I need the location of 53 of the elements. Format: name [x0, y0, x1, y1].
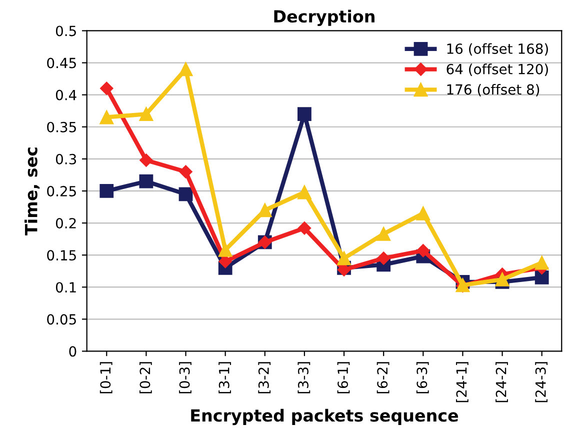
point [376, 226, 391, 241]
chart-title: Decryption [274, 10, 374, 26]
point [416, 206, 430, 220]
point [337, 251, 351, 266]
point [139, 174, 154, 188]
y-tick-label: 0.25 [47, 186, 76, 196]
point [218, 242, 232, 257]
x-tick-label: [3-2] [258, 362, 271, 394]
x-tick-label: [0-1] [100, 362, 112, 394]
y-tick-label: 0 [69, 346, 76, 357]
point [218, 254, 232, 268]
x-axis-title: Encrypted packets sequence [191, 408, 458, 426]
legend-label: 176 (offset 8) [447, 84, 540, 96]
point [377, 252, 390, 265]
point [258, 203, 272, 218]
x-tick-label: [6-1] [337, 362, 350, 394]
point [534, 256, 549, 270]
y-tick-label: 0.5 [56, 26, 76, 36]
point [100, 184, 114, 198]
point [534, 270, 549, 284]
point [100, 82, 114, 95]
point [337, 263, 351, 276]
point [139, 107, 154, 121]
legend-label: 64 (offset 120) [446, 64, 548, 76]
y-tick-label: 0.3 [56, 154, 76, 164]
y-tick-label: 0.4 [56, 90, 76, 100]
x-tick-label: [3-3] [298, 362, 310, 394]
point [298, 185, 312, 200]
y-axis-title: Time, sec [24, 148, 40, 236]
x-tick-label: [6-3] [416, 362, 429, 394]
point [298, 107, 312, 121]
point [100, 110, 114, 124]
y-tick-label: 0.35 [47, 122, 76, 132]
point [140, 154, 153, 167]
y-tick-label: 0.1 [56, 282, 76, 293]
point [179, 165, 192, 178]
point [178, 187, 193, 202]
point [298, 222, 312, 235]
x-tick-label: [0-3] [179, 362, 192, 394]
x-tick-label: [24-3] [535, 362, 548, 402]
x-tick-label: [6-2] [376, 362, 390, 394]
point [178, 62, 193, 76]
y-tick-label: 0.2 [56, 218, 76, 228]
y-tick-label: 0.45 [47, 58, 76, 68]
point [495, 272, 510, 286]
legend-label: 16 (offset 168) [447, 43, 548, 56]
x-tick-label: [3-1] [218, 362, 231, 394]
y-tick-label: 0.15 [47, 250, 76, 261]
x-tick-label: [0-2] [139, 362, 152, 394]
x-tick-label: [24-1] [456, 362, 468, 402]
x-tick-label: [24-2] [496, 362, 508, 402]
point [416, 244, 430, 258]
y-tick-label: 0.05 [47, 314, 76, 325]
